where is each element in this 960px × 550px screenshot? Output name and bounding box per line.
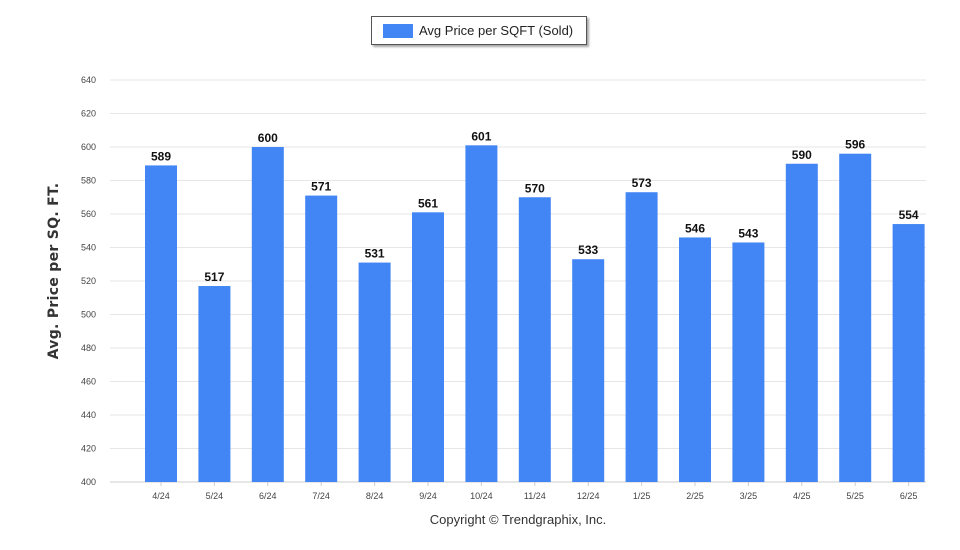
y-tick-label: 480 — [81, 343, 96, 353]
x-tick-label: 5/25 — [846, 491, 864, 501]
bar-value-label: 561 — [418, 196, 438, 210]
bar-value-label: 517 — [204, 270, 224, 284]
y-tick-label: 520 — [81, 276, 96, 286]
y-tick-label: 540 — [81, 243, 96, 253]
x-tick-label: 11/24 — [524, 491, 546, 501]
bar — [198, 286, 231, 482]
bars — [145, 145, 925, 483]
y-tick-label: 400 — [81, 477, 96, 487]
bar — [625, 192, 658, 482]
bar-value-label: 589 — [151, 149, 171, 163]
x-tick-label: 12/24 — [577, 491, 600, 501]
y-tick-label: 560 — [81, 209, 96, 219]
x-tick-label: 1/25 — [633, 491, 651, 501]
x-tick-label: 10/24 — [470, 491, 493, 501]
bar-value-label: 554 — [899, 208, 919, 222]
bar-value-label: 600 — [258, 131, 278, 145]
bar-value-label: 596 — [845, 138, 865, 152]
bar — [412, 212, 444, 482]
y-tick-label: 440 — [81, 410, 96, 420]
bar — [358, 262, 391, 482]
bar — [465, 145, 498, 482]
bar-value-label: 571 — [311, 180, 331, 194]
bar — [839, 153, 872, 482]
y-tick-label: 420 — [81, 444, 96, 454]
x-axis-ticks: 4/24 5/24 6/24 7/24 8/24 9/24 10/24 11/24 12/24 1… — [152, 482, 917, 501]
bar — [785, 163, 818, 482]
y-tick-label: 580 — [81, 176, 96, 186]
bar — [518, 197, 551, 482]
value-labels: 589 517 600 571 531 561 601 570 533 573 546 543 590 5… — [151, 129, 919, 284]
bar-value-label: 601 — [471, 129, 491, 143]
legend-label: Avg Price per SQFT (Sold) — [419, 23, 574, 38]
y-tick-label: 640 — [81, 75, 96, 85]
y-tick-label: 460 — [81, 377, 96, 387]
bar — [892, 224, 925, 483]
x-tick-label: 5/24 — [206, 491, 224, 501]
y-axis-title: Avg. Price per SQ. FT. — [46, 182, 62, 360]
x-tick-label: 8/24 — [366, 491, 384, 501]
y-tick-label: 600 — [81, 142, 96, 152]
y-tick-label: 620 — [81, 109, 96, 119]
bar — [679, 237, 711, 482]
bar-value-label: 590 — [792, 148, 812, 162]
x-tick-label: 6/25 — [900, 491, 918, 501]
x-tick-label: 3/25 — [740, 491, 758, 501]
x-tick-label: 7/24 — [312, 491, 330, 501]
x-tick-label: 6/24 — [259, 491, 277, 501]
bar — [145, 165, 177, 483]
bar-value-label: 531 — [365, 247, 385, 261]
bar-value-label: 570 — [525, 181, 545, 195]
x-tick-label: 4/24 — [152, 491, 170, 501]
bar-value-label: 573 — [632, 176, 652, 190]
bar — [251, 147, 284, 482]
x-tick-label: 4/25 — [793, 491, 811, 501]
bar-value-label: 533 — [578, 243, 598, 257]
y-tick-label: 500 — [81, 310, 96, 320]
legend: Avg Price per SQFT (Sold) — [371, 16, 587, 45]
y-axis-ticks: 400 420 440 460 480 500 520 540 560 580 600 620 640 — [81, 75, 96, 487]
x-tick-label: 9/24 — [419, 491, 437, 501]
x-axis-title: Copyright © Trendgraphix, Inc. — [429, 512, 607, 527]
bar-value-label: 543 — [738, 226, 758, 240]
bar-value-label: 546 — [685, 221, 705, 235]
legend-swatch — [383, 23, 413, 38]
bar — [572, 259, 605, 482]
bar — [305, 195, 338, 482]
x-tick-label: 2/25 — [686, 491, 704, 501]
bar — [732, 242, 765, 482]
